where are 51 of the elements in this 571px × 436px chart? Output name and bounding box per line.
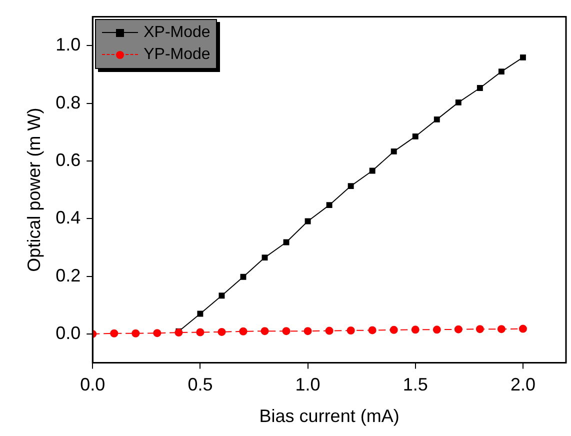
- point: [390, 148, 397, 154]
- x-tick-label: 1.5: [402, 374, 428, 395]
- point: [390, 326, 398, 334]
- point: [476, 85, 483, 91]
- y-tick-label: 0.0: [56, 322, 81, 343]
- y-tick-label: 0.4: [56, 208, 81, 228]
- point: [282, 327, 290, 336]
- point: [239, 327, 248, 336]
- y-tick-label: 0.8: [56, 92, 81, 112]
- point: [240, 274, 246, 280]
- point: [196, 328, 204, 336]
- point: [368, 326, 376, 334]
- point: [326, 202, 332, 208]
- point: [283, 239, 290, 246]
- point: [518, 324, 527, 333]
- legend-label: XP-Mode: [144, 24, 210, 42]
- point: [455, 99, 462, 106]
- point: [346, 326, 355, 335]
- point: [476, 325, 484, 334]
- point: [412, 133, 418, 140]
- point: [153, 329, 162, 338]
- x-axis-title: Bias current (mA): [259, 406, 400, 426]
- point: [218, 292, 225, 299]
- x-tick-label: 0.5: [188, 374, 213, 395]
- point: [174, 328, 183, 337]
- x-tick-label: 2.0: [510, 374, 536, 395]
- point: [218, 328, 226, 336]
- point: [304, 218, 311, 224]
- point: [348, 183, 354, 190]
- point: [110, 329, 118, 338]
- legend-label: YP-Mode: [144, 46, 210, 64]
- point: [432, 326, 441, 334]
- point: [132, 329, 140, 338]
- point: [498, 68, 504, 75]
- x-tick-label: 1.0: [295, 374, 320, 395]
- point: [304, 327, 312, 336]
- y-axis-title: Optical power (m W): [24, 108, 44, 272]
- x-tick-label: 0.0: [80, 374, 106, 395]
- point: [197, 310, 204, 317]
- point: [369, 168, 376, 174]
- point: [325, 326, 334, 335]
- y-tick-label: 0.2: [56, 265, 81, 286]
- point: [262, 254, 268, 261]
- y-tick-label: 1.0: [56, 34, 81, 55]
- point: [434, 116, 440, 122]
- point: [497, 325, 506, 334]
- point: [454, 325, 462, 334]
- y-tick-label: 0.6: [56, 150, 81, 170]
- point: [260, 327, 269, 336]
- point: [411, 326, 420, 334]
- point: [520, 54, 526, 60]
